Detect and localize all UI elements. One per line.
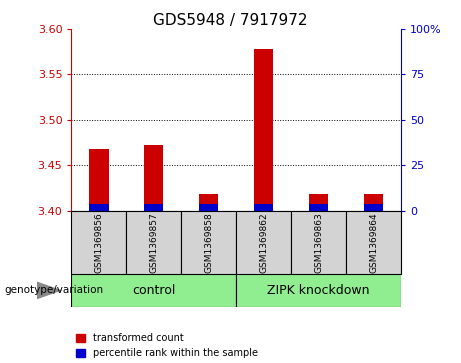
Text: GDS5948 / 7917972: GDS5948 / 7917972 [153,13,308,28]
Bar [144,204,164,211]
Bar [254,204,273,211]
Text: control: control [132,284,176,297]
Bar [364,194,383,211]
FancyBboxPatch shape [236,211,291,274]
Legend: transformed count, percentile rank within the sample: transformed count, percentile rank withi… [77,333,258,358]
Bar [199,194,219,211]
Text: GSM1369862: GSM1369862 [259,212,268,273]
FancyBboxPatch shape [181,211,236,274]
Bar [144,145,164,211]
Text: ZIPK knockdown: ZIPK knockdown [267,284,370,297]
Bar [309,204,328,211]
Text: GSM1369858: GSM1369858 [204,212,213,273]
FancyBboxPatch shape [236,274,401,307]
Bar [254,49,273,211]
Bar [309,194,328,211]
Bar [364,204,383,211]
Bar [89,149,108,211]
Text: GSM1369864: GSM1369864 [369,212,378,273]
Text: GSM1369863: GSM1369863 [314,212,323,273]
FancyBboxPatch shape [126,211,181,274]
FancyBboxPatch shape [346,211,401,274]
FancyBboxPatch shape [71,274,236,307]
Polygon shape [37,282,62,299]
FancyBboxPatch shape [291,211,346,274]
Bar [89,204,108,211]
Text: GSM1369857: GSM1369857 [149,212,159,273]
Text: genotype/variation: genotype/variation [5,285,104,295]
Text: GSM1369856: GSM1369856 [95,212,103,273]
FancyBboxPatch shape [71,211,126,274]
Bar [199,204,219,211]
